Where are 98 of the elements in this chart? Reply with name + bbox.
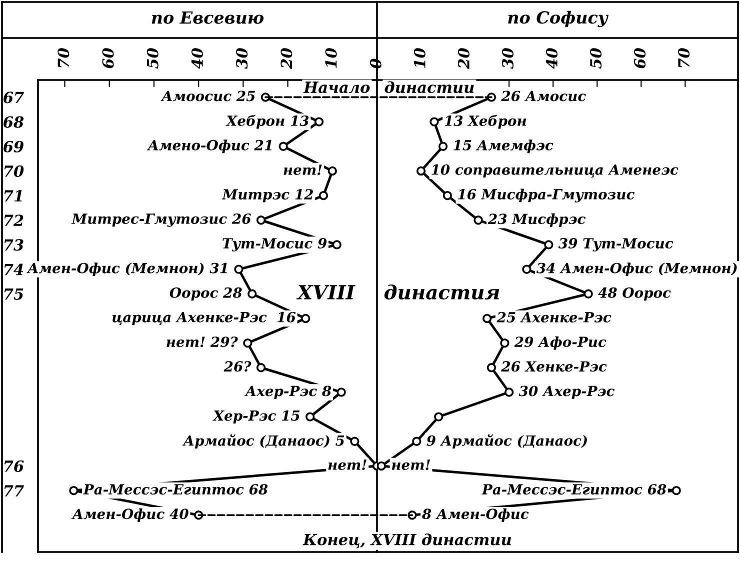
point [416,166,426,176]
point [412,436,422,446]
data-label: 15 Амемфэс [454,140,554,154]
data-label: Митрес-Гмутозис 26 [71,213,251,227]
data-label: царица Ахенке-Рэс 16 [112,312,296,326]
x-tick-label: 40 [546,48,558,69]
y-tick-label: 71 [4,190,22,202]
data-label: Амен-Офис 40 [71,508,188,522]
point [301,314,310,324]
point [256,363,266,372]
data-label: 30 Ахер-Рэс [518,386,614,399]
y-tick-label: 67 [4,92,24,104]
data-label: 26 Амосис [501,90,586,102]
data-label: нет! [284,164,322,175]
data-label: Амоосис 25 [160,90,255,102]
data-label: Хер-Рэс 15 [212,410,300,424]
point [584,289,593,298]
point [318,190,328,200]
y-tick-label: 70 [4,165,24,177]
x-tick-label: 40 [191,48,204,69]
annotation: Начало [303,82,370,94]
point [243,338,252,348]
point [500,338,510,348]
data-label: Армайос (Данаос) 5 [182,434,344,449]
data-label: 8 Амен-Офис [422,508,529,522]
data-label: Ра-Мессэс-Египтос 68 [83,484,268,495]
data-label: Хеброн 13 [226,114,309,129]
data-label: 26? [224,361,252,372]
data-label: Оорос 28 [170,287,242,301]
point [256,216,266,225]
data-label: нет! [392,460,430,470]
data-label: Ра-Мессэс-Египтос 68 [482,484,666,495]
point [328,166,337,176]
data-label: 39 Тут-Мосис [558,238,674,252]
x-tick-label: 10 [325,48,337,68]
data-label: 9 Армайос (Данаос) [426,434,587,449]
y-tick-label: 77 [4,485,24,496]
point [482,314,492,324]
point [234,264,244,274]
data-label: Амено-Офис 21 [146,140,272,154]
data-label: 10 соправительница Аменеэс [432,164,678,178]
point [314,117,324,126]
data-label: 26 Хенке-Рэс [501,361,607,372]
data-label: нет! [328,460,367,470]
y-tick-label: 74 [4,264,24,276]
y-tick-label: 68 [4,116,24,128]
data-label: 48 Оорос [598,287,671,301]
point [248,289,257,298]
data-label: 16 Мисфра-Гмутозис [458,188,635,202]
y-tick-label: 75 [4,288,24,300]
point [438,142,448,151]
x-tick-label: 30 [502,48,514,69]
data-label: 29 Афо-Рис [514,336,606,350]
data-label: 13 Хеброн [444,114,526,129]
point [672,486,681,496]
data-label: 23 Мисфрэс [488,213,586,227]
x-tick-label: 50 [146,48,158,69]
point [504,388,514,397]
data-label: Тут-Мосис 9 [222,238,326,252]
data-label: нет! 29? [166,336,238,348]
y-tick-label: 69 [4,140,24,152]
data-label: Амен-Офис (Мемнон) 31 [26,262,227,276]
point [332,240,342,250]
y-tick-label: 76 [4,460,24,472]
point [278,142,288,151]
point [434,412,444,422]
y-tick-label: 72 [4,214,24,226]
point [544,240,554,250]
x-tick-label: 70 [678,48,690,68]
x-tick-label: 20 [280,48,292,69]
data-label: Митрэс 12 [222,189,313,202]
point [474,216,483,225]
x-tick-label: 50 [590,48,602,69]
point [442,190,452,200]
point [306,412,315,422]
point [377,461,386,471]
annotation: династия [384,284,500,300]
chart-title: по Софису [508,10,609,28]
data-label: 25 Ахенке-Рэс [496,312,612,322]
x-tick-label: 60 [634,48,646,68]
chart-title: по Евсевию [152,11,264,24]
annotation: XVIII [296,285,356,300]
data-label: 34 Амен-Офис (Мемнон) [536,262,737,276]
x-tick-label: 60 [102,48,114,68]
point [336,388,346,397]
y-tick-label: 73 [4,239,24,251]
x-tick-label: 10 [414,48,426,68]
point [522,264,532,274]
point [430,117,439,126]
x-tick-label: 20 [458,48,470,69]
x-tick-label: 30 [236,48,248,69]
annotation: династии [384,81,474,94]
x-tick-label: 70 [58,48,70,68]
data-label: Ахер-Рэс 8 [244,386,332,399]
annotation: Конец, XVIII династии [302,533,512,548]
point [69,486,78,496]
point [350,436,360,446]
point [486,363,496,372]
